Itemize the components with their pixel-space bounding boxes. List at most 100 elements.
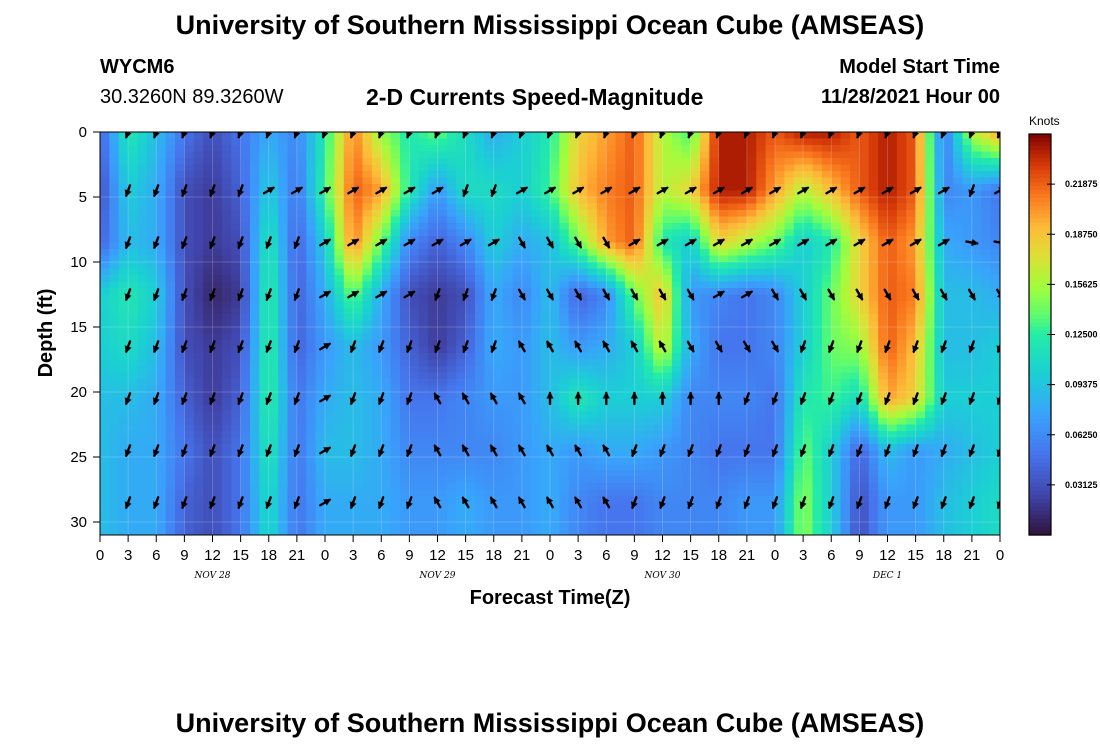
heatmap-cell xyxy=(268,210,279,218)
heatmap-cell xyxy=(381,132,392,140)
heatmap-cell xyxy=(550,197,560,205)
heatmap-cell xyxy=(531,275,542,283)
heatmap-cell xyxy=(418,307,429,315)
heatmap-cell xyxy=(821,457,832,465)
heatmap-cell xyxy=(325,385,335,393)
heatmap-cell xyxy=(165,158,176,166)
heatmap-cell xyxy=(212,262,223,270)
heatmap-cell xyxy=(475,242,485,250)
heatmap-cell xyxy=(353,307,364,315)
heatmap-cell xyxy=(793,411,804,419)
heatmap-cell xyxy=(615,145,626,153)
heatmap-cell xyxy=(184,255,195,263)
heatmap-cell xyxy=(250,216,260,224)
heatmap-cell xyxy=(184,177,195,185)
heatmap-cell xyxy=(953,359,964,367)
heatmap-cell xyxy=(371,405,382,413)
heatmap-cell xyxy=(437,268,448,276)
heatmap-cell xyxy=(596,242,607,250)
heatmap-cell xyxy=(606,340,617,348)
heatmap-cell xyxy=(784,346,795,354)
heatmap-cell xyxy=(943,255,954,263)
heatmap-cell xyxy=(840,437,851,445)
heatmap-cell xyxy=(662,255,673,263)
heatmap-cell xyxy=(334,450,345,458)
heatmap-cell xyxy=(437,288,448,296)
heatmap-cell xyxy=(334,151,345,159)
heatmap-cell xyxy=(859,281,870,289)
heatmap-cell xyxy=(437,177,448,185)
heatmap-cell xyxy=(793,236,804,244)
heatmap-cell xyxy=(296,197,307,205)
heatmap-cell xyxy=(165,320,176,328)
heatmap-cell xyxy=(868,307,879,315)
heatmap-cell xyxy=(100,184,110,192)
heatmap-cell xyxy=(821,275,832,283)
heatmap-cell xyxy=(315,210,326,218)
heatmap-cell xyxy=(100,229,110,237)
heatmap-cell xyxy=(503,275,514,283)
heatmap-cell xyxy=(109,190,120,198)
heatmap-cell xyxy=(737,171,748,179)
heatmap-cell xyxy=(428,249,439,257)
heatmap-cell xyxy=(221,431,232,439)
heatmap-cell xyxy=(868,190,879,198)
heatmap-cell xyxy=(671,281,682,289)
heatmap-cell xyxy=(109,359,120,367)
heatmap-cell xyxy=(221,405,232,413)
heatmap-cell xyxy=(690,229,701,237)
heatmap-cell xyxy=(915,346,926,354)
heatmap-cell xyxy=(278,184,289,192)
heatmap-cell xyxy=(240,151,251,159)
heatmap-cell xyxy=(887,366,898,374)
heatmap-cell xyxy=(484,268,495,276)
heatmap-cell xyxy=(793,444,804,452)
heatmap-cell xyxy=(653,151,664,159)
heatmap-cell xyxy=(765,418,776,426)
heatmap-cell xyxy=(943,411,954,419)
heatmap-cell xyxy=(446,171,457,179)
heatmap-cell xyxy=(118,385,129,393)
heatmap-cell xyxy=(296,405,307,413)
heatmap-cell xyxy=(812,444,823,452)
heatmap-cell xyxy=(709,398,720,406)
heatmap-cell xyxy=(390,164,401,172)
heatmap-cell xyxy=(475,411,485,419)
heatmap-cell xyxy=(728,223,739,231)
heatmap-cell xyxy=(718,359,729,367)
heatmap-cell xyxy=(315,405,326,413)
heatmap-cell xyxy=(165,275,176,283)
heatmap-cell xyxy=(212,190,223,198)
heatmap-cell xyxy=(625,268,635,276)
heatmap-cell xyxy=(934,288,945,296)
heatmap-cell xyxy=(709,158,720,166)
heatmap-cell xyxy=(775,164,785,172)
heatmap-cell xyxy=(812,320,823,328)
heatmap-cell xyxy=(137,151,148,159)
heatmap-cell xyxy=(803,457,814,465)
heatmap-cell xyxy=(306,249,317,257)
heatmap-cell xyxy=(118,457,129,465)
heatmap-cell xyxy=(596,171,607,179)
heatmap-cell xyxy=(475,301,485,309)
heatmap-cell xyxy=(259,431,270,439)
heatmap-cell xyxy=(634,418,645,426)
heatmap-cell xyxy=(550,177,560,185)
heatmap-cell xyxy=(128,262,139,270)
heatmap-cell xyxy=(175,236,185,244)
heatmap-cell xyxy=(118,151,129,159)
heatmap-cell xyxy=(521,203,532,211)
heatmap-cell xyxy=(353,411,364,419)
heatmap-cell xyxy=(671,366,682,374)
heatmap-cell xyxy=(906,151,917,159)
heatmap-cell xyxy=(971,398,982,406)
heatmap-cell xyxy=(418,275,429,283)
heatmap-cell xyxy=(625,379,635,387)
heatmap-cell xyxy=(625,158,635,166)
heatmap-cell xyxy=(718,320,729,328)
heatmap-cell xyxy=(409,431,420,439)
heatmap-cell xyxy=(971,197,982,205)
heatmap-cell xyxy=(278,268,289,276)
heatmap-cell xyxy=(521,418,532,426)
heatmap-cell xyxy=(906,385,917,393)
